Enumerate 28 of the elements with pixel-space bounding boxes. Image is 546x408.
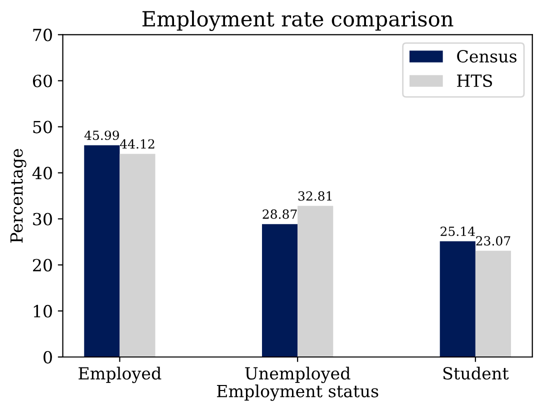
bar: [298, 206, 334, 357]
data-label: 44.12: [120, 139, 154, 149]
legend-label: HTS: [457, 74, 492, 88]
y-tick-label: 30: [33, 212, 52, 226]
data-label: 25.14: [440, 226, 475, 236]
x-tick-label: Student: [443, 366, 509, 380]
y-tick-label: 70: [33, 28, 52, 42]
y-tick-label: 20: [32, 258, 52, 272]
y-tick-label: 40: [32, 166, 52, 180]
legend-label: Census: [457, 50, 516, 63]
chart-title: Employment rate comparison: [142, 10, 454, 31]
x-axis-title: Employment status: [216, 384, 378, 401]
x-tick-label: Unemployed: [245, 366, 350, 384]
x-tick-label: Employed: [78, 366, 162, 384]
data-label: 32.81: [298, 191, 332, 201]
data-label: 45.99: [84, 130, 119, 140]
bar: [475, 250, 512, 357]
bar: [120, 154, 156, 357]
y-tick-label: 0: [44, 350, 52, 364]
bar: [262, 224, 298, 357]
y-tick-label: 10: [34, 304, 52, 318]
data-label: 23.07: [476, 236, 510, 246]
bar: [84, 145, 120, 357]
y-tick-label: 50: [33, 120, 52, 134]
y-axis-title: Percentage: [10, 148, 26, 243]
bar: [440, 241, 476, 357]
y-tick-label: 60: [32, 74, 52, 88]
data-label: 28.87: [262, 209, 297, 219]
